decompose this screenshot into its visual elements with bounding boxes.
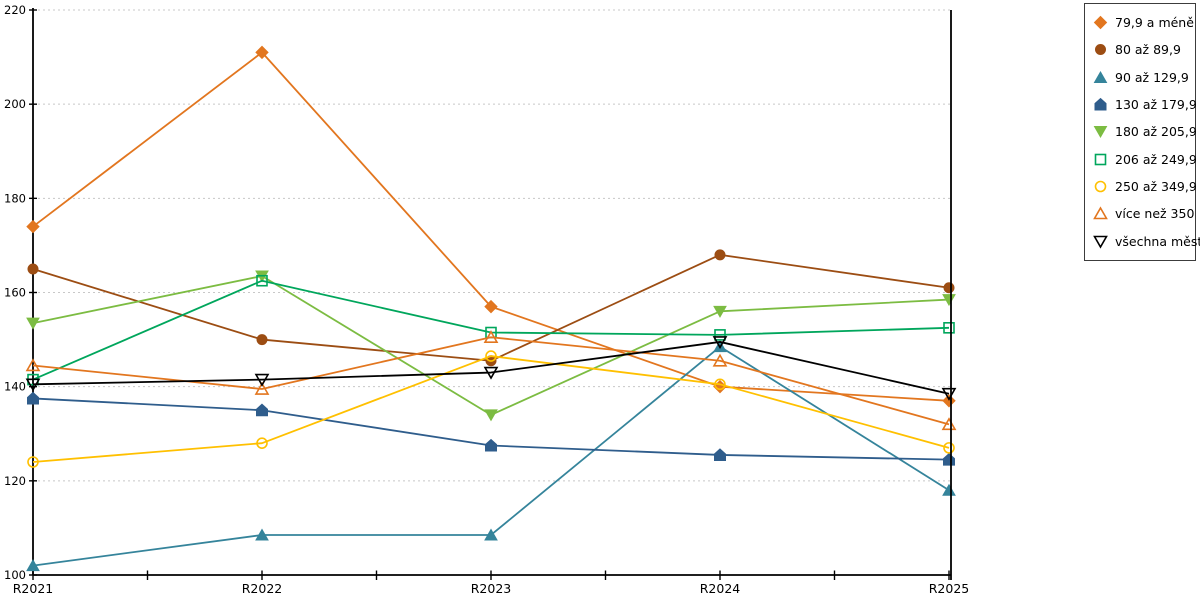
triangle-down-data-point-marker	[713, 305, 727, 318]
y-axis-tick-label: 160	[4, 286, 26, 300]
diamond-data-point-marker	[26, 219, 40, 234]
series-line-0	[32, 51, 950, 402]
legend-label: 79,9 a méně	[1115, 15, 1194, 31]
pentagon-data-point-marker	[943, 452, 955, 466]
triangle-down-legend-icon	[1093, 126, 1108, 139]
legend-label: více než 350	[1115, 206, 1195, 222]
triangle-up-legend-icon-shape	[1093, 70, 1108, 83]
triangle-down-data-point-marker	[483, 366, 499, 380]
series-line-8	[32, 341, 950, 395]
pentagon-legend-icon	[1094, 97, 1107, 111]
x-axis-category-label: R2025	[929, 581, 970, 596]
triangle-up-legend-icon	[1093, 70, 1108, 83]
triangle-up-data-point-marker	[712, 353, 728, 367]
legend-item: 79,9 a méně	[1093, 15, 1194, 31]
square-data-point-marker	[943, 322, 955, 334]
circle-legend-icon-shape	[1095, 44, 1106, 56]
legend-label: 130 až 179,9	[1115, 97, 1197, 113]
legend-item: 130 až 179,9	[1093, 97, 1197, 112]
pentagon-legend-icon-shape	[1094, 97, 1107, 111]
y-axis-tick-label: 180	[4, 191, 26, 205]
triangle-down-data-point-marker	[25, 378, 41, 392]
triangle-down-data-point-marker	[254, 373, 270, 387]
circle-data-point-marker	[714, 378, 726, 391]
y-axis-tick-label: 100	[4, 568, 26, 582]
x-axis-category-label: R2021	[13, 581, 54, 596]
triangle-up-data-point-marker	[483, 330, 499, 344]
triangle-up-data-point-marker	[484, 528, 498, 541]
y-axis-tick-label: 220	[4, 3, 26, 17]
triangle-up-data-point-marker	[942, 483, 956, 496]
y-axis-tick-label: 140	[4, 380, 26, 394]
triangle-down-data-point-marker	[941, 387, 957, 401]
pentagon-data-point-marker	[256, 403, 268, 417]
circle-data-point-marker	[943, 442, 955, 454]
diamond-data-point-marker	[484, 299, 498, 314]
circle-data-point-marker	[27, 263, 39, 275]
triangle-up-data-point-marker	[26, 559, 40, 572]
legend: 79,9 a méně 80 až 89,9 90 až 129,9 130 až 1…	[1084, 3, 1200, 261]
diamond-data-point-marker	[255, 45, 269, 60]
legend-item: více než 350	[1093, 206, 1195, 222]
legend-label: 80 až 89,9	[1115, 42, 1181, 58]
circle-data-point-marker	[27, 456, 39, 468]
triangle-up-legend-icon	[1093, 206, 1108, 220]
triangle-up-data-point-marker	[941, 417, 957, 431]
pentagon-data-point-marker	[714, 448, 726, 461]
legend-label: 180 až 205,9	[1115, 124, 1197, 140]
square-legend-icon	[1094, 153, 1107, 166]
x-axis-category-label: R2022	[242, 581, 283, 596]
legend-item: 250 až 349,9	[1093, 179, 1197, 194]
x-axis-category-label: R2024	[700, 581, 741, 596]
y-axis-tick-label: 200	[4, 97, 26, 111]
legend-label: 250 až 349,9	[1115, 179, 1197, 195]
triangle-down-data-point-marker	[712, 336, 728, 350]
triangle-down-data-point-marker	[26, 317, 40, 330]
legend-item: 180 až 205,9	[1093, 124, 1197, 139]
triangle-up-legend-icon-shape	[1093, 206, 1108, 220]
triangle-up-data-point-marker	[255, 528, 269, 541]
legend-label: 206 až 249,9	[1115, 151, 1197, 167]
circle-legend-icon-shape	[1094, 180, 1107, 193]
circle-data-point-marker	[256, 334, 268, 346]
diamond-legend-icon	[1093, 15, 1108, 30]
square-data-point-marker	[256, 274, 268, 287]
square-legend-icon-shape	[1094, 153, 1107, 166]
circle-data-point-marker	[485, 350, 497, 362]
triangle-up-data-point-marker	[254, 381, 270, 395]
legend-item: všechna města	[1093, 234, 1200, 249]
triangle-down-legend-icon	[1093, 235, 1108, 249]
legend-item: 90 až 129,9	[1093, 70, 1193, 85]
diamond-legend-icon-shape	[1093, 15, 1108, 30]
legend-label: 90 až 129,9	[1115, 69, 1189, 85]
circle-data-point-marker	[714, 249, 726, 261]
square-data-point-marker	[714, 329, 726, 341]
triangle-down-legend-icon-shape	[1093, 235, 1108, 249]
triangle-up-data-point-marker	[25, 358, 41, 372]
triangle-down-legend-icon-shape	[1093, 126, 1108, 139]
y-axis-tick-label: 120	[4, 474, 26, 488]
series-line-4	[32, 275, 950, 416]
pentagon-data-point-marker	[485, 438, 497, 452]
triangle-down-data-point-marker	[484, 409, 498, 422]
circle-data-point-marker	[943, 282, 955, 294]
x-axis-category-label: R2023	[471, 581, 512, 596]
circle-data-point-marker	[256, 437, 268, 449]
series-line-6	[32, 355, 950, 463]
legend-item: 206 až 249,9	[1093, 152, 1197, 167]
legend-item: 80 až 89,9	[1093, 42, 1193, 57]
circle-legend-icon	[1094, 180, 1107, 193]
pentagon-data-point-marker	[27, 391, 39, 405]
triangle-down-data-point-marker	[942, 294, 956, 307]
legend-label: všechna města	[1115, 233, 1200, 249]
circle-legend-icon	[1095, 44, 1106, 56]
